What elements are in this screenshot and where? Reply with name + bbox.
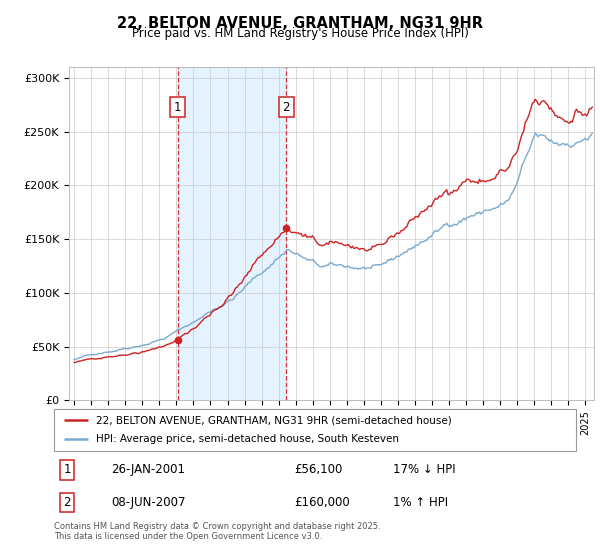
Text: 22, BELTON AVENUE, GRANTHAM, NG31 9HR (semi-detached house): 22, BELTON AVENUE, GRANTHAM, NG31 9HR (s…: [96, 415, 452, 425]
Text: 1: 1: [174, 101, 181, 114]
Text: 22, BELTON AVENUE, GRANTHAM, NG31 9HR: 22, BELTON AVENUE, GRANTHAM, NG31 9HR: [117, 16, 483, 31]
Text: £56,100: £56,100: [294, 464, 343, 477]
Text: 08-JUN-2007: 08-JUN-2007: [112, 496, 186, 509]
Text: Contains HM Land Registry data © Crown copyright and database right 2025.
This d: Contains HM Land Registry data © Crown c…: [54, 522, 380, 542]
Text: 26-JAN-2001: 26-JAN-2001: [112, 464, 185, 477]
Bar: [178, 67, 286, 400]
FancyBboxPatch shape: [54, 409, 576, 451]
Text: 2: 2: [283, 101, 290, 114]
Text: 1% ↑ HPI: 1% ↑ HPI: [394, 496, 448, 509]
Text: Price paid vs. HM Land Registry's House Price Index (HPI): Price paid vs. HM Land Registry's House …: [131, 27, 469, 40]
Text: 2: 2: [64, 496, 71, 509]
Text: £160,000: £160,000: [294, 496, 350, 509]
Text: 1: 1: [64, 464, 71, 477]
Text: HPI: Average price, semi-detached house, South Kesteven: HPI: Average price, semi-detached house,…: [96, 435, 399, 445]
Text: 17% ↓ HPI: 17% ↓ HPI: [394, 464, 456, 477]
